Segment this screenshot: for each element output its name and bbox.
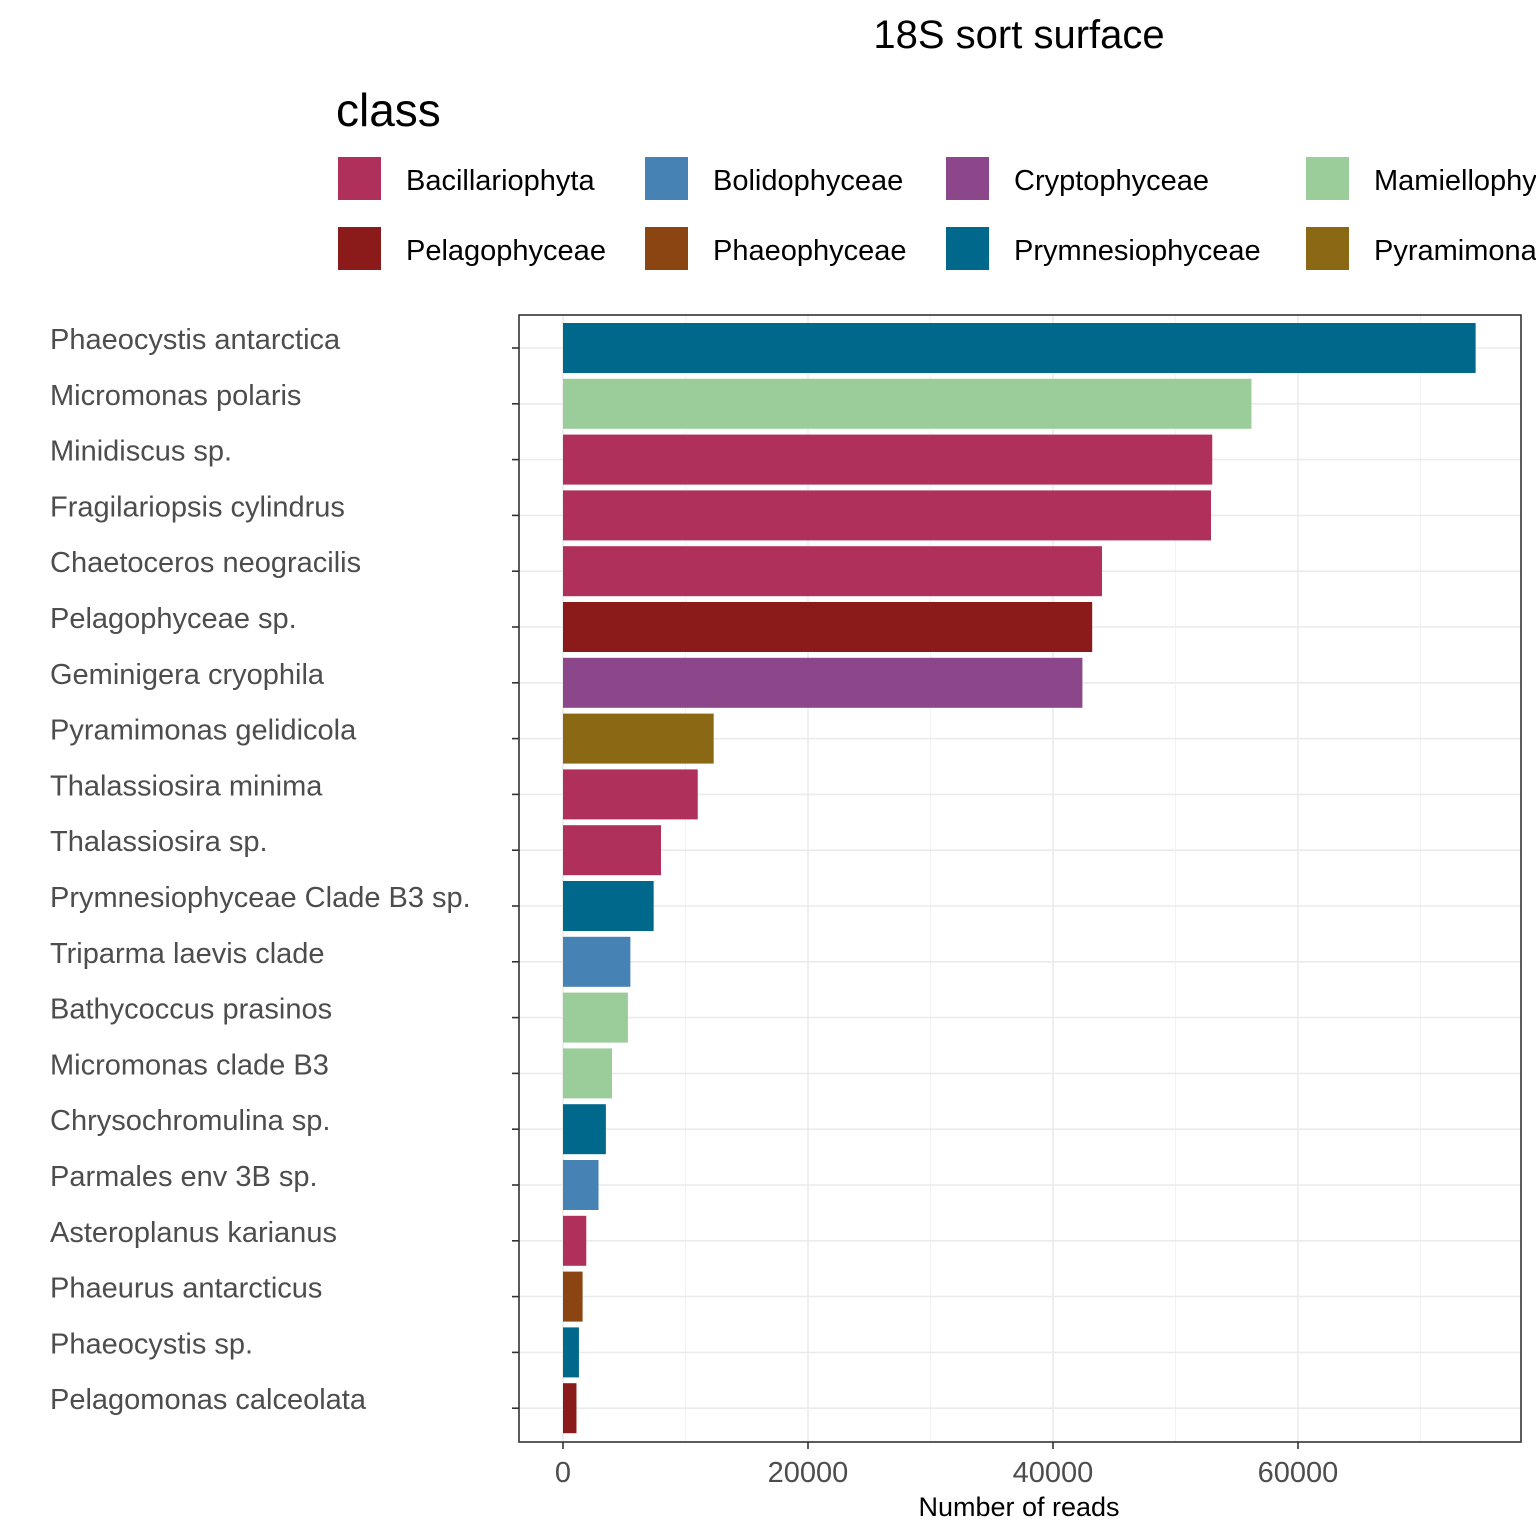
legend-label: Pyramimonadophyceae	[1374, 235, 1536, 267]
legend-label: Prymnesiophyceae	[1014, 235, 1261, 267]
legend-label: Pelagophyceae	[406, 235, 606, 267]
bar	[563, 992, 628, 1043]
category-label: Micromonas polaris	[50, 380, 301, 412]
category-label: Thalassiosira sp.	[50, 826, 268, 858]
category-labels: Phaeocystis antarctica Micromonas polaris…	[50, 324, 519, 1416]
legend-key	[338, 157, 381, 200]
bar	[563, 1160, 599, 1210]
x-tick-label: 0	[555, 1457, 571, 1489]
category-label: Bathycoccus prasinos	[50, 994, 332, 1026]
legend-label: Bacillariophyta	[406, 165, 595, 197]
bar	[563, 881, 654, 931]
legend-label: Phaeophyceae	[713, 235, 907, 267]
bar	[563, 546, 1102, 597]
category-label: Pelagomonas calceolata	[50, 1384, 367, 1416]
x-tick-label: 60000	[1258, 1457, 1339, 1489]
bar	[563, 434, 1213, 485]
bar	[563, 1048, 612, 1099]
panel-border	[518, 314, 1522, 1443]
category-label: Geminigera cryophila	[50, 659, 325, 691]
x-axis: 0 20000 40000 60000	[555, 1442, 1338, 1489]
bars	[518, 314, 1522, 1443]
legend-label: Mamiellophyceae	[1374, 165, 1536, 197]
category-label: Minidiscus sp.	[50, 436, 232, 468]
category-label: Asteroplanus karianus	[50, 1217, 337, 1249]
x-tick-label: 40000	[1013, 1457, 1094, 1489]
legend-key	[645, 157, 688, 200]
category-label: Pelagophyceae sp.	[50, 603, 297, 635]
category-label: Chaetoceros neogracilis	[50, 547, 361, 579]
legend-key	[1306, 227, 1349, 270]
legend-label: Cryptophyceae	[1014, 165, 1209, 197]
x-axis-label: Number of reads	[918, 1492, 1119, 1522]
category-label: Parmales env 3B sp.	[50, 1161, 318, 1193]
legend: class Bacillariophyta Bolidophyceae Crypto…	[336, 84, 1536, 270]
bar	[563, 378, 1252, 429]
legend-key	[338, 227, 381, 270]
bar	[563, 936, 631, 987]
bar	[563, 1327, 579, 1378]
category-label: Triparma laevis clade	[50, 938, 325, 970]
bar	[563, 1104, 606, 1155]
category-label: Thalassiosira minima	[50, 770, 323, 802]
legend-key	[645, 227, 688, 270]
bar	[563, 825, 661, 876]
category-label: Phaeurus antarcticus	[50, 1273, 322, 1305]
category-label: Phaeocystis sp.	[50, 1328, 253, 1360]
category-label: Fragilariopsis cylindrus	[50, 491, 345, 523]
category-label: Prymnesiophyceae Clade B3 sp.	[50, 882, 471, 914]
bar	[563, 490, 1212, 541]
bar	[563, 1215, 587, 1266]
legend-title: class	[336, 84, 441, 136]
category-label: Micromonas clade B3	[50, 1049, 329, 1081]
x-tick-label: 20000	[768, 1457, 849, 1489]
legend-key	[946, 227, 989, 270]
bar	[563, 1271, 583, 1322]
chart-title: 18S sort surface	[873, 13, 1164, 57]
legend-label: Bolidophyceae	[713, 165, 903, 197]
category-label: Phaeocystis antarctica	[50, 324, 341, 356]
legend-key	[1306, 157, 1349, 200]
bar	[563, 602, 1093, 652]
bar	[563, 769, 698, 820]
legend-key	[946, 157, 989, 200]
bar	[563, 657, 1083, 708]
bar	[563, 713, 714, 764]
bar	[563, 323, 1476, 373]
category-label: Pyramimonas gelidicola	[50, 715, 357, 747]
category-label: Chrysochromulina sp.	[50, 1105, 330, 1137]
bar	[563, 1383, 577, 1434]
